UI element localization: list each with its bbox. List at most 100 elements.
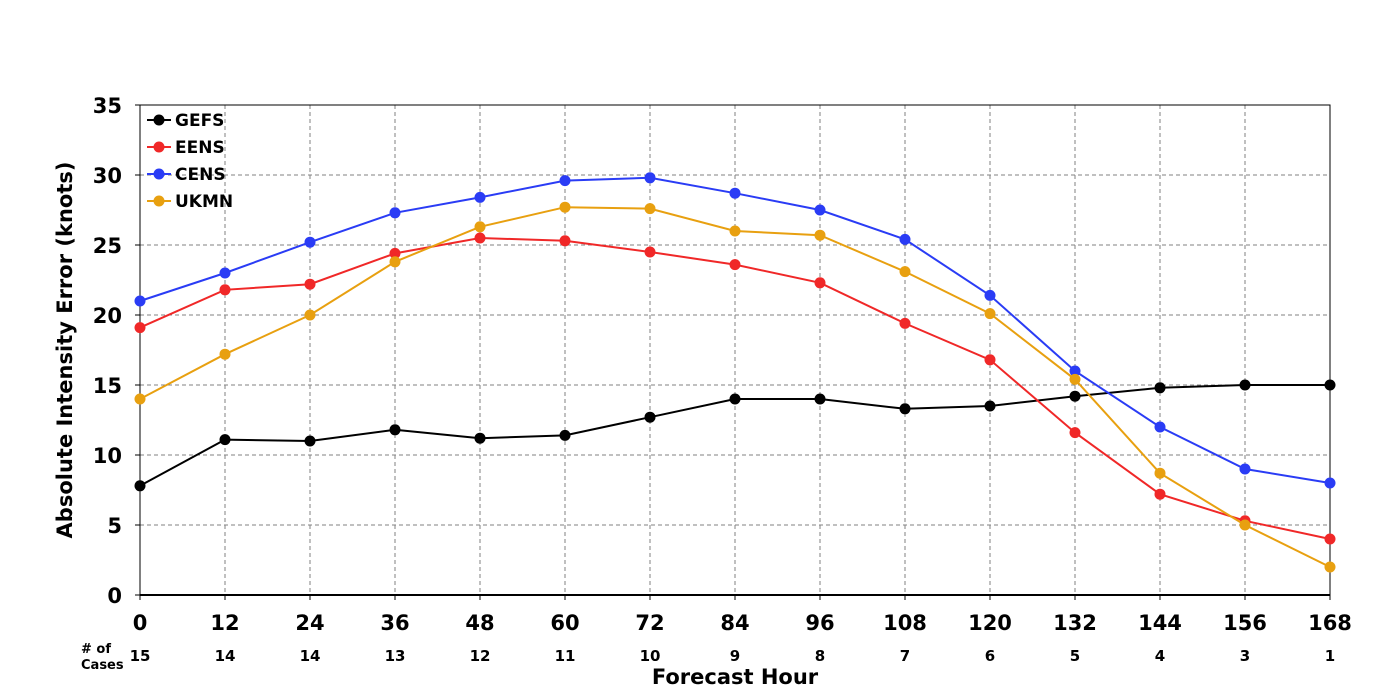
data-point-ukmn xyxy=(814,229,826,241)
data-point-eens xyxy=(1154,488,1166,500)
x-tick-label: 168 xyxy=(1308,611,1352,635)
data-point-gefs xyxy=(899,403,911,415)
data-point-cens xyxy=(1239,463,1251,475)
data-point-cens xyxy=(899,233,911,245)
data-point-gefs xyxy=(389,424,401,436)
x-tick-label: 120 xyxy=(968,611,1012,635)
case-count-label: 8 xyxy=(815,647,825,665)
cases-row: 15 14 14 13 12 11 10 9 8 7 6 5 4 3 1 # of Cases xyxy=(81,642,1335,673)
data-point-gefs xyxy=(304,435,316,447)
legend-marker xyxy=(153,195,165,207)
tick-labels: 0 5 10 15 20 25 30 35 0 12 24 36 48 60 72 84 96 108 120 132… xyxy=(93,94,1352,635)
series-cens xyxy=(134,172,1336,489)
case-count-label: 14 xyxy=(215,647,236,665)
data-point-gefs xyxy=(219,434,231,446)
data-point-cens xyxy=(814,204,826,216)
series-gefs xyxy=(134,379,1336,492)
data-point-gefs xyxy=(729,393,741,405)
data-point-ukmn xyxy=(389,256,401,268)
data-point-cens xyxy=(729,187,741,199)
legend-entry-gefs: GEFS xyxy=(147,111,224,131)
x-tick-label: 96 xyxy=(805,611,834,635)
case-count-label: 15 xyxy=(130,647,151,665)
cases-row-label: # of Cases xyxy=(81,642,124,673)
data-point-cens xyxy=(219,267,231,279)
legend-label: EENS xyxy=(175,138,225,158)
data-point-gefs xyxy=(1069,390,1081,402)
data-point-gefs xyxy=(134,480,146,492)
y-axis-label: Absolute Intensity Error (knots) xyxy=(53,162,77,539)
case-count-label: 1 xyxy=(1325,647,1335,665)
data-point-cens xyxy=(1069,365,1081,377)
data-point-gefs xyxy=(644,411,656,423)
data-point-cens xyxy=(644,172,656,184)
legend-marker xyxy=(153,114,165,126)
data-point-eens xyxy=(219,284,231,296)
legend: GEFS EENS CENS UKMN xyxy=(147,111,233,212)
data-point-eens xyxy=(304,278,316,290)
data-point-eens xyxy=(134,322,146,334)
data-point-eens xyxy=(644,246,656,258)
x-tick-label: 36 xyxy=(380,611,409,635)
data-point-ukmn xyxy=(644,203,656,215)
case-count-label: 11 xyxy=(555,647,576,665)
y-tick-label: 0 xyxy=(107,584,122,608)
case-count-label: 6 xyxy=(985,647,995,665)
data-point-cens xyxy=(984,289,996,301)
data-point-eens xyxy=(814,277,826,289)
case-count-label: 5 xyxy=(1070,647,1080,665)
x-tick-label: 84 xyxy=(720,611,749,635)
y-tick-label: 35 xyxy=(93,94,122,118)
y-tick-label: 20 xyxy=(93,304,122,328)
x-axis-label: Forecast Hour xyxy=(652,665,819,689)
data-point-gefs xyxy=(1324,379,1336,391)
data-point-cens xyxy=(1154,421,1166,433)
data-point-ukmn xyxy=(559,201,571,213)
data-point-cens xyxy=(1324,477,1336,489)
data-point-ukmn xyxy=(474,221,486,233)
axes xyxy=(135,104,1331,600)
data-point-ukmn xyxy=(984,308,996,320)
legend-marker xyxy=(153,141,165,153)
case-count-label: 12 xyxy=(470,647,491,665)
case-count-label: 7 xyxy=(900,647,910,665)
data-point-gefs xyxy=(474,432,486,444)
grid-lines xyxy=(140,105,1330,595)
y-tick-label: 10 xyxy=(93,444,122,468)
legend-label: UKMN xyxy=(175,192,233,212)
x-tick-label: 144 xyxy=(1138,611,1182,635)
data-point-ukmn xyxy=(729,225,741,237)
series-eens xyxy=(134,232,1336,545)
x-tick-label: 12 xyxy=(210,611,239,635)
x-tick-label: 108 xyxy=(883,611,927,635)
data-point-cens xyxy=(389,207,401,219)
data-point-ukmn xyxy=(134,393,146,405)
legend-marker xyxy=(153,168,165,180)
y-tick-label: 15 xyxy=(93,374,122,398)
data-point-ukmn xyxy=(1324,561,1336,573)
x-tick-label: 60 xyxy=(550,611,579,635)
y-tick-label: 5 xyxy=(107,514,122,538)
y-tick-label: 30 xyxy=(93,164,122,188)
legend-entry-eens: EENS xyxy=(147,138,225,158)
case-count-label: 9 xyxy=(730,647,740,665)
data-point-cens xyxy=(559,175,571,187)
data-point-eens xyxy=(984,354,996,366)
case-count-label: 10 xyxy=(640,647,661,665)
legend-label: GEFS xyxy=(175,111,224,131)
case-count-label: 14 xyxy=(300,647,321,665)
legend-entry-ukmn: UKMN xyxy=(147,192,233,212)
data-point-gefs xyxy=(814,393,826,405)
data-point-ukmn xyxy=(304,309,316,321)
x-tick-label: 24 xyxy=(295,611,324,635)
data-point-ukmn xyxy=(1239,519,1251,531)
case-count-label: 4 xyxy=(1155,647,1165,665)
data-point-ukmn xyxy=(1069,373,1081,385)
series-lines xyxy=(134,172,1336,573)
data-point-eens xyxy=(899,317,911,329)
data-point-eens xyxy=(1324,533,1336,545)
data-point-eens xyxy=(474,232,486,244)
data-point-gefs xyxy=(1154,382,1166,394)
y-tick-label: 25 xyxy=(93,234,122,258)
